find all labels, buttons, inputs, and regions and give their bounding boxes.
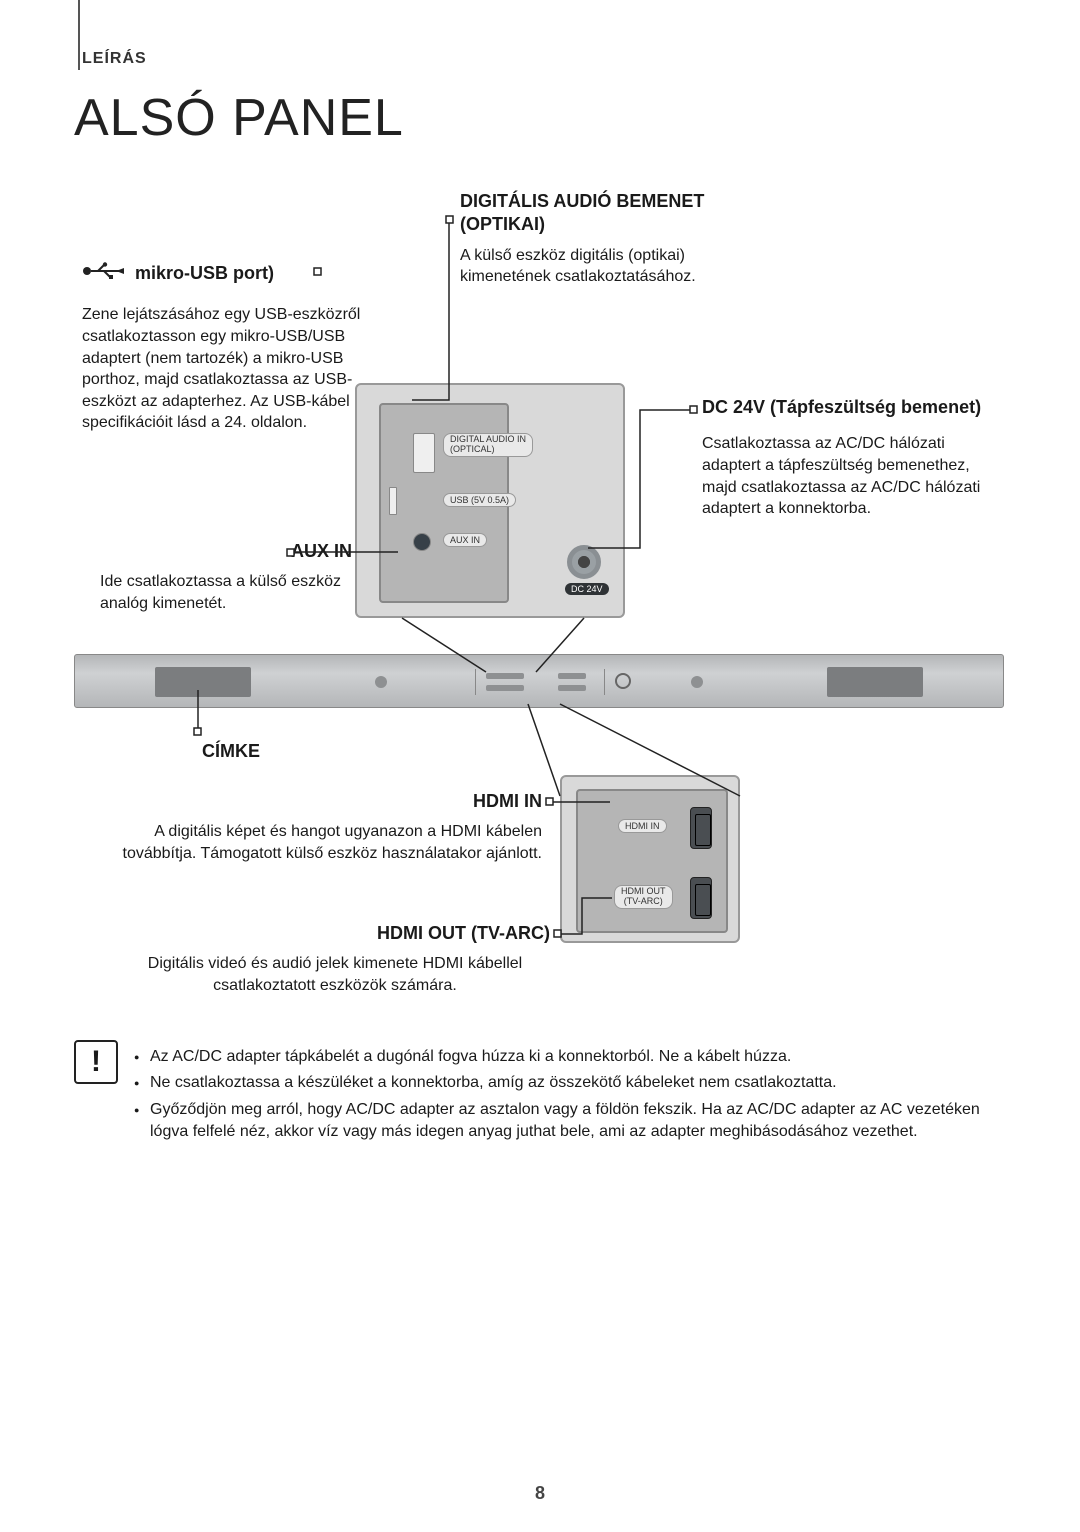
soundbar-slot-4 [558, 685, 586, 691]
hdmi-panel: HDMI IN HDMI OUT (TV-ARC) [560, 775, 740, 943]
callout-cimke-title: CÍMKE [140, 740, 260, 763]
callout-hdmi-out: HDMI OUT (TV-ARC) Digitális videó és aud… [120, 922, 550, 997]
hdmi-out-port-label: HDMI OUT (TV-ARC) [614, 885, 673, 909]
top-port-panel-inner: DIGITAL AUDIO IN (OPTICAL) USB (5V 0.5A)… [379, 403, 509, 603]
soundbar-dc-mark [615, 673, 631, 689]
hdmi-out-l2: (TV-ARC) [624, 896, 663, 906]
hdmi-in-port [690, 807, 712, 849]
soundbar-center [475, 669, 605, 695]
aux-port [413, 533, 431, 551]
note-item: Ne csatlakoztassa a készüléket a konnekt… [134, 1072, 1014, 1094]
soundbar-slot-2 [486, 685, 524, 691]
callout-optical: DIGITÁLIS AUDIÓ BEMENET (OPTIKAI) A küls… [460, 190, 760, 288]
callout-aux-body: Ide csatlakoztassa a külső eszköz analóg… [100, 571, 352, 614]
callout-dc: DC 24V (Tápfeszültség bemenet) Csatlakoz… [702, 396, 982, 520]
dc-jack [567, 545, 601, 579]
hdmi-out-port [690, 877, 712, 919]
callout-usb-body: Zene lejátszásához egy USB-eszközről csa… [82, 304, 362, 434]
aux-port-label: AUX IN [443, 533, 487, 547]
soundbar-slot-3 [558, 673, 586, 679]
callout-hdmi-in-title: HDMI IN [82, 790, 542, 813]
page-title: ALSÓ PANEL [74, 88, 404, 148]
hdmi-out-l1: HDMI OUT [621, 886, 666, 896]
callout-optical-body: A külső eszköz digitális (optikai) kimen… [460, 245, 760, 288]
optical-port-label: DIGITAL AUDIO IN (OPTICAL) [443, 433, 533, 457]
optical-label-l2: (OPTICAL) [450, 444, 495, 454]
callout-hdmi-out-title: HDMI OUT (TV-ARC) [120, 922, 550, 945]
soundbar-slot-1 [486, 673, 524, 679]
section-label: LEÍRÁS [82, 50, 147, 68]
callout-hdmi-in: HDMI IN A digitális képet és hangot ugya… [82, 790, 542, 865]
page-number: 8 [0, 1483, 1080, 1504]
dc-jack-label: DC 24V [565, 583, 609, 595]
callout-aux: AUX IN Ide csatlakoztassa a külső eszköz… [82, 540, 352, 615]
soundbar-diagram [74, 654, 1004, 708]
hdmi-in-port-label: HDMI IN [618, 819, 667, 833]
note-list: Az AC/DC adapter tápkábelét a dugónál fo… [134, 1046, 1014, 1148]
usb-port-label: USB (5V 0.5A) [443, 493, 516, 507]
callout-usb: mikro-USB port) Zene lejátszásához egy U… [82, 262, 362, 434]
soundbar-screw-r [691, 676, 703, 688]
header-vertical-bar [78, 0, 80, 70]
usb-icon [82, 262, 124, 286]
callout-aux-title: AUX IN [82, 540, 352, 563]
note-item: Győződjön meg arról, hogy AC/DC adapter … [134, 1099, 1014, 1144]
callout-dc-body: Csatlakoztassa az AC/DC hálózati adapter… [702, 433, 982, 519]
callout-optical-title: DIGITÁLIS AUDIÓ BEMENET (OPTIKAI) [460, 190, 760, 237]
note-item: Az AC/DC adapter tápkábelét a dugónál fo… [134, 1046, 1014, 1068]
top-port-panel: DIGITAL AUDIO IN (OPTICAL) USB (5V 0.5A)… [355, 383, 625, 618]
callout-cimke: CÍMKE [140, 740, 260, 763]
hdmi-panel-inner: HDMI IN HDMI OUT (TV-ARC) [576, 789, 728, 933]
callout-dc-title: DC 24V (Tápfeszültség bemenet) [702, 396, 982, 419]
optical-port [413, 433, 435, 473]
callout-usb-title: mikro-USB port) [82, 262, 362, 286]
callout-hdmi-in-body: A digitális képet és hangot ugyanazon a … [82, 821, 542, 864]
callout-hdmi-out-body: Digitális videó és audió jelek kimenete … [120, 953, 550, 996]
optical-label-l1: DIGITAL AUDIO IN [450, 434, 526, 444]
soundbar-screw-l [375, 676, 387, 688]
usb-port [389, 487, 397, 515]
callout-usb-title-text: mikro-USB port) [135, 263, 274, 283]
note-icon: ! [74, 1040, 118, 1084]
